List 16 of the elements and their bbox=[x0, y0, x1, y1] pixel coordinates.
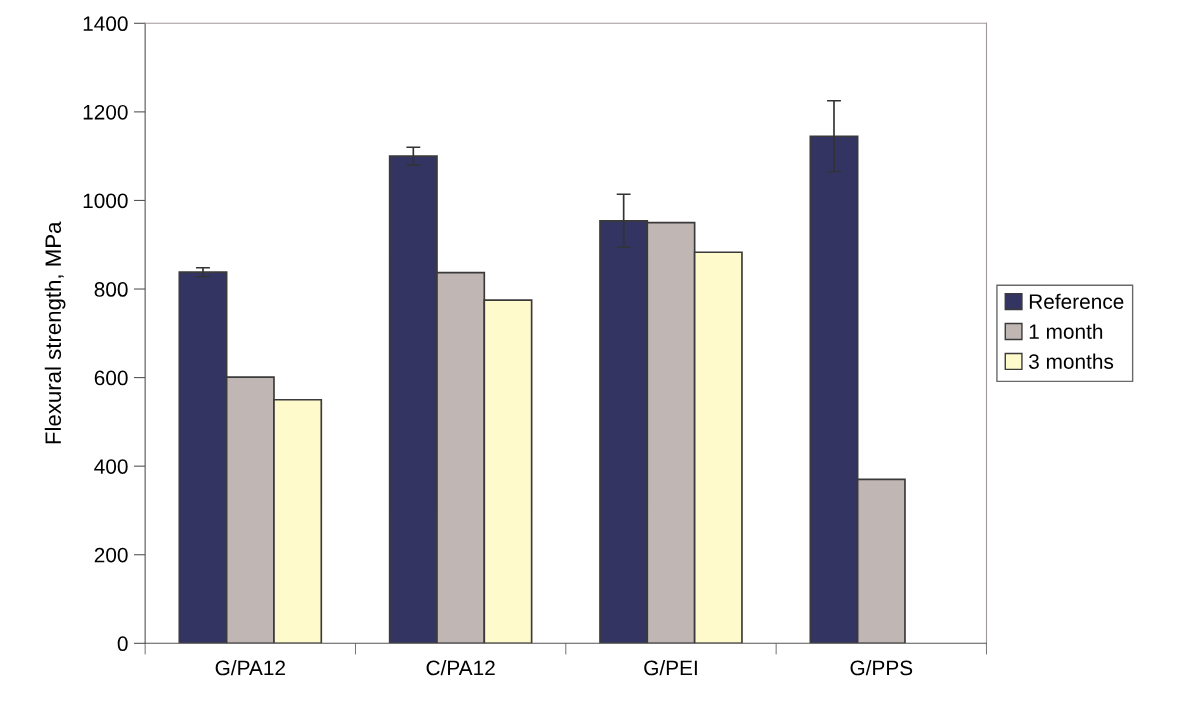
y-tick-label: 200 bbox=[94, 547, 128, 563]
y-tick-label: 800 bbox=[94, 282, 128, 297]
y-tick-label: 600 bbox=[94, 370, 128, 386]
y-tick-label: 1200 bbox=[83, 104, 128, 120]
y-tick-label: 1400 bbox=[83, 16, 128, 32]
y-tick-label: 0 bbox=[117, 636, 128, 652]
y-tick-label: 400 bbox=[94, 459, 128, 474]
legend-label: Reference bbox=[1029, 293, 1124, 310]
x-tick-label: C/PA12 bbox=[426, 659, 495, 676]
x-tick-label: G/PEI bbox=[644, 659, 697, 676]
legend-label: 1 month bbox=[1029, 323, 1103, 339]
legend-label: 3 months bbox=[1028, 353, 1114, 369]
x-tick-label: G/PA12 bbox=[215, 659, 285, 676]
y-axis-title: Flexural strength, MPa bbox=[44, 221, 66, 444]
x-tick-label: G/PPS bbox=[850, 659, 913, 676]
y-tick-label: 1000 bbox=[83, 193, 128, 209]
